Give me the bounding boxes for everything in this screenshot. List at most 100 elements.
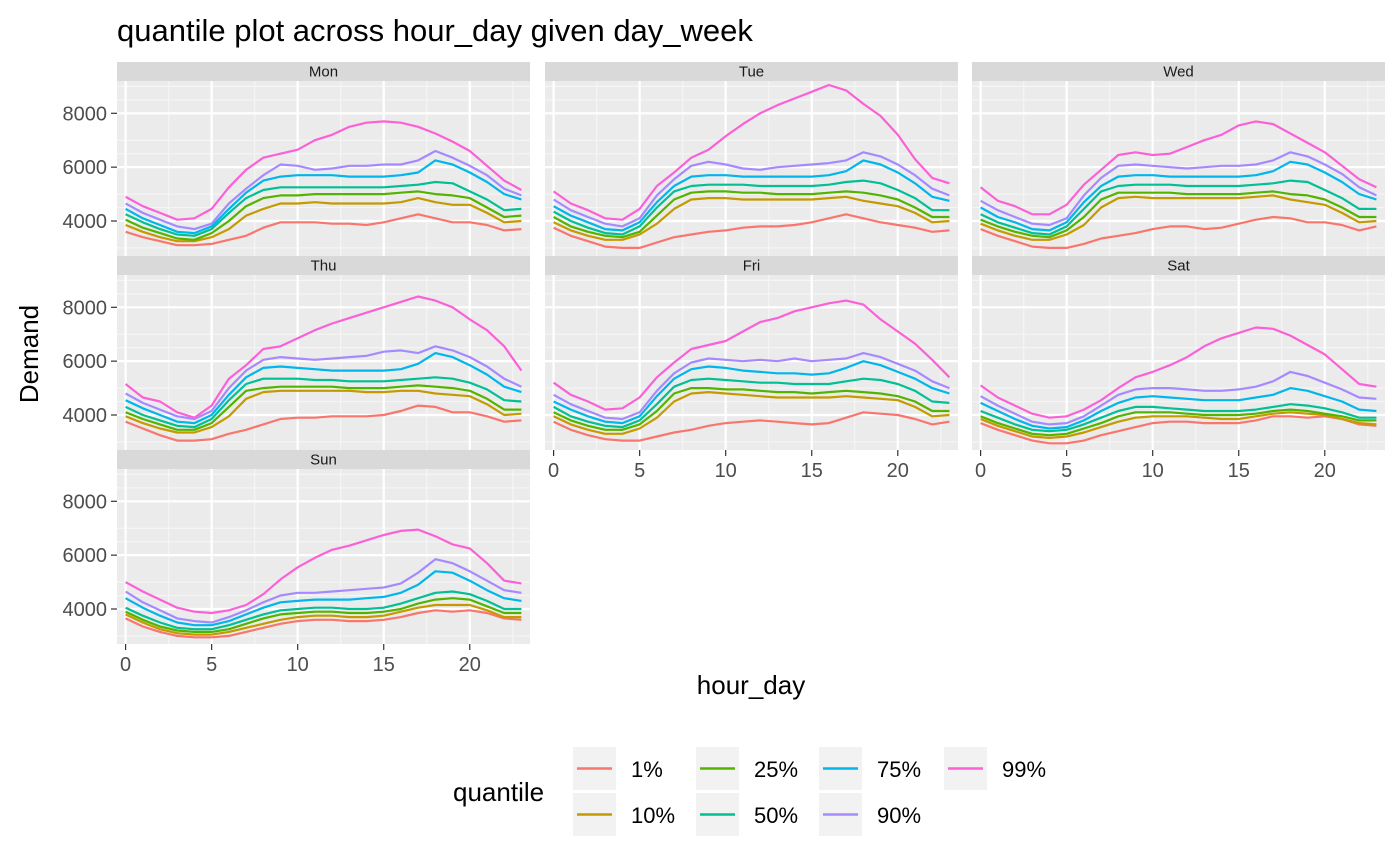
- series-line-90pct: [125, 558, 522, 624]
- series-line-90pct: [980, 370, 1377, 426]
- legend-item-50pct: 50%: [696, 793, 798, 836]
- legend-item-25pct: 25%: [696, 747, 798, 790]
- series-line-99pct: [552, 299, 951, 411]
- series-line-25pct: [125, 597, 522, 634]
- series-line-1pct: [125, 404, 522, 442]
- series-line-50pct: [125, 376, 522, 429]
- x-tick-label: 10: [1142, 460, 1164, 482]
- y-tick-label: 4000: [63, 211, 108, 233]
- series-line-90pct: [553, 151, 950, 228]
- series-line-75pct: [980, 387, 1377, 430]
- legend-item-99pct: 99%: [944, 747, 1046, 790]
- series-line-25pct: [125, 190, 522, 241]
- facet-strip: [972, 256, 1385, 275]
- y-tick-label: 4000: [63, 405, 108, 427]
- facet-strip: [545, 62, 958, 81]
- facet-strip-label: Wed: [1163, 64, 1194, 81]
- legend-label: 50%: [754, 803, 798, 828]
- series-line-10pct: [125, 197, 522, 243]
- facet-strip-label: Fri: [743, 258, 761, 275]
- series-line-50pct: [980, 179, 1377, 236]
- x-tick-label: 0: [120, 654, 131, 676]
- series-line-25pct: [553, 190, 950, 239]
- series-line-50pct: [553, 179, 950, 236]
- facet-strip: [972, 62, 1385, 81]
- series-line-90pct: [980, 151, 1377, 227]
- legend-label: 75%: [877, 757, 921, 782]
- series-line-75pct: [553, 159, 950, 232]
- series-line-99pct: [125, 528, 522, 615]
- x-tick-label: 5: [1061, 460, 1072, 482]
- y-tick-label: 8000: [63, 491, 108, 513]
- series-line-25pct: [125, 384, 522, 431]
- x-tick-label: 15: [1228, 460, 1250, 482]
- facet-panel-thu: Thu 4000 6000 8000: [63, 256, 530, 450]
- series-line-99pct: [552, 83, 950, 221]
- series-line-50pct: [980, 403, 1377, 433]
- x-tick-label: 0: [548, 460, 559, 482]
- series-line-10pct: [980, 411, 1377, 439]
- facet-strip-label: Mon: [309, 64, 338, 81]
- series-line-50pct: [125, 180, 522, 237]
- facet-strip-label: Tue: [739, 64, 764, 81]
- series-line-75pct: [553, 360, 950, 425]
- facet-panels: Mon 4000 6000 8000 Tue Wed Thu 4000 6000 8000 Fri 0…: [63, 62, 1385, 676]
- facet-strip-label: Sun: [310, 452, 337, 469]
- legend: quantile 1% 10% 25% 50% 75% 90% 99%: [453, 747, 1046, 836]
- series-line-99pct: [124, 295, 523, 419]
- series-line-25pct: [980, 408, 1377, 437]
- x-tick-label: 10: [287, 654, 309, 676]
- facet-panel-wed: Wed: [972, 62, 1385, 256]
- series-line-1pct: [125, 609, 522, 639]
- series-line-99pct: [979, 326, 1377, 419]
- series-line-50pct: [125, 590, 522, 631]
- series-line-10pct: [125, 603, 522, 636]
- x-tick-label: 15: [373, 654, 395, 676]
- facet-panel-mon: Mon 4000 6000 8000: [63, 62, 530, 256]
- series-line-99pct: [125, 120, 522, 221]
- legend-label: 10%: [631, 803, 675, 828]
- series-line-10pct: [553, 391, 950, 435]
- series-line-1pct: [125, 213, 522, 247]
- series-line-25pct: [553, 387, 950, 431]
- series-line-10pct: [125, 389, 522, 434]
- x-tick-label: 10: [715, 460, 737, 482]
- y-tick-label: 6000: [63, 157, 108, 179]
- facet-panel-tue: Tue: [545, 62, 958, 256]
- legend-label: 90%: [877, 803, 921, 828]
- y-tick-label: 8000: [63, 103, 108, 125]
- legend-item-1pct: 1%: [573, 747, 663, 790]
- series-line-90pct: [125, 345, 522, 421]
- legend-label: 25%: [754, 757, 798, 782]
- facet-strip: [117, 256, 530, 275]
- facet-strip-label: Thu: [311, 258, 337, 275]
- series-line-25pct: [980, 190, 1377, 239]
- x-tick-label: 15: [801, 460, 823, 482]
- y-tick-label: 6000: [63, 545, 108, 567]
- series-line-10pct: [553, 195, 950, 241]
- x-tick-label: 5: [634, 460, 645, 482]
- series-line-75pct: [125, 159, 522, 235]
- x-tick-label: 0: [975, 460, 986, 482]
- x-tick-label: 20: [1314, 460, 1336, 482]
- legend-item-10pct: 10%: [573, 793, 675, 836]
- legend-label: 1%: [631, 757, 663, 782]
- series-line-1pct: [980, 415, 1377, 445]
- legend-item-90pct: 90%: [819, 793, 921, 836]
- series-line-75pct: [125, 570, 522, 627]
- facet-strip: [117, 62, 530, 81]
- y-tick-label: 8000: [63, 297, 108, 319]
- facet-strip-label: Sat: [1167, 258, 1190, 275]
- panel-background: [972, 275, 1385, 450]
- series-line-1pct: [980, 215, 1377, 249]
- legend-label: 99%: [1002, 757, 1046, 782]
- x-tick-label: 20: [887, 460, 909, 482]
- x-tick-label: 5: [206, 654, 217, 676]
- series-line-75pct: [980, 160, 1377, 232]
- series-line-90pct: [553, 352, 950, 421]
- panel-background: [117, 275, 530, 450]
- series-line-99pct: [979, 120, 1377, 216]
- legend-title: quantile: [453, 777, 544, 807]
- facet-strip: [117, 450, 530, 469]
